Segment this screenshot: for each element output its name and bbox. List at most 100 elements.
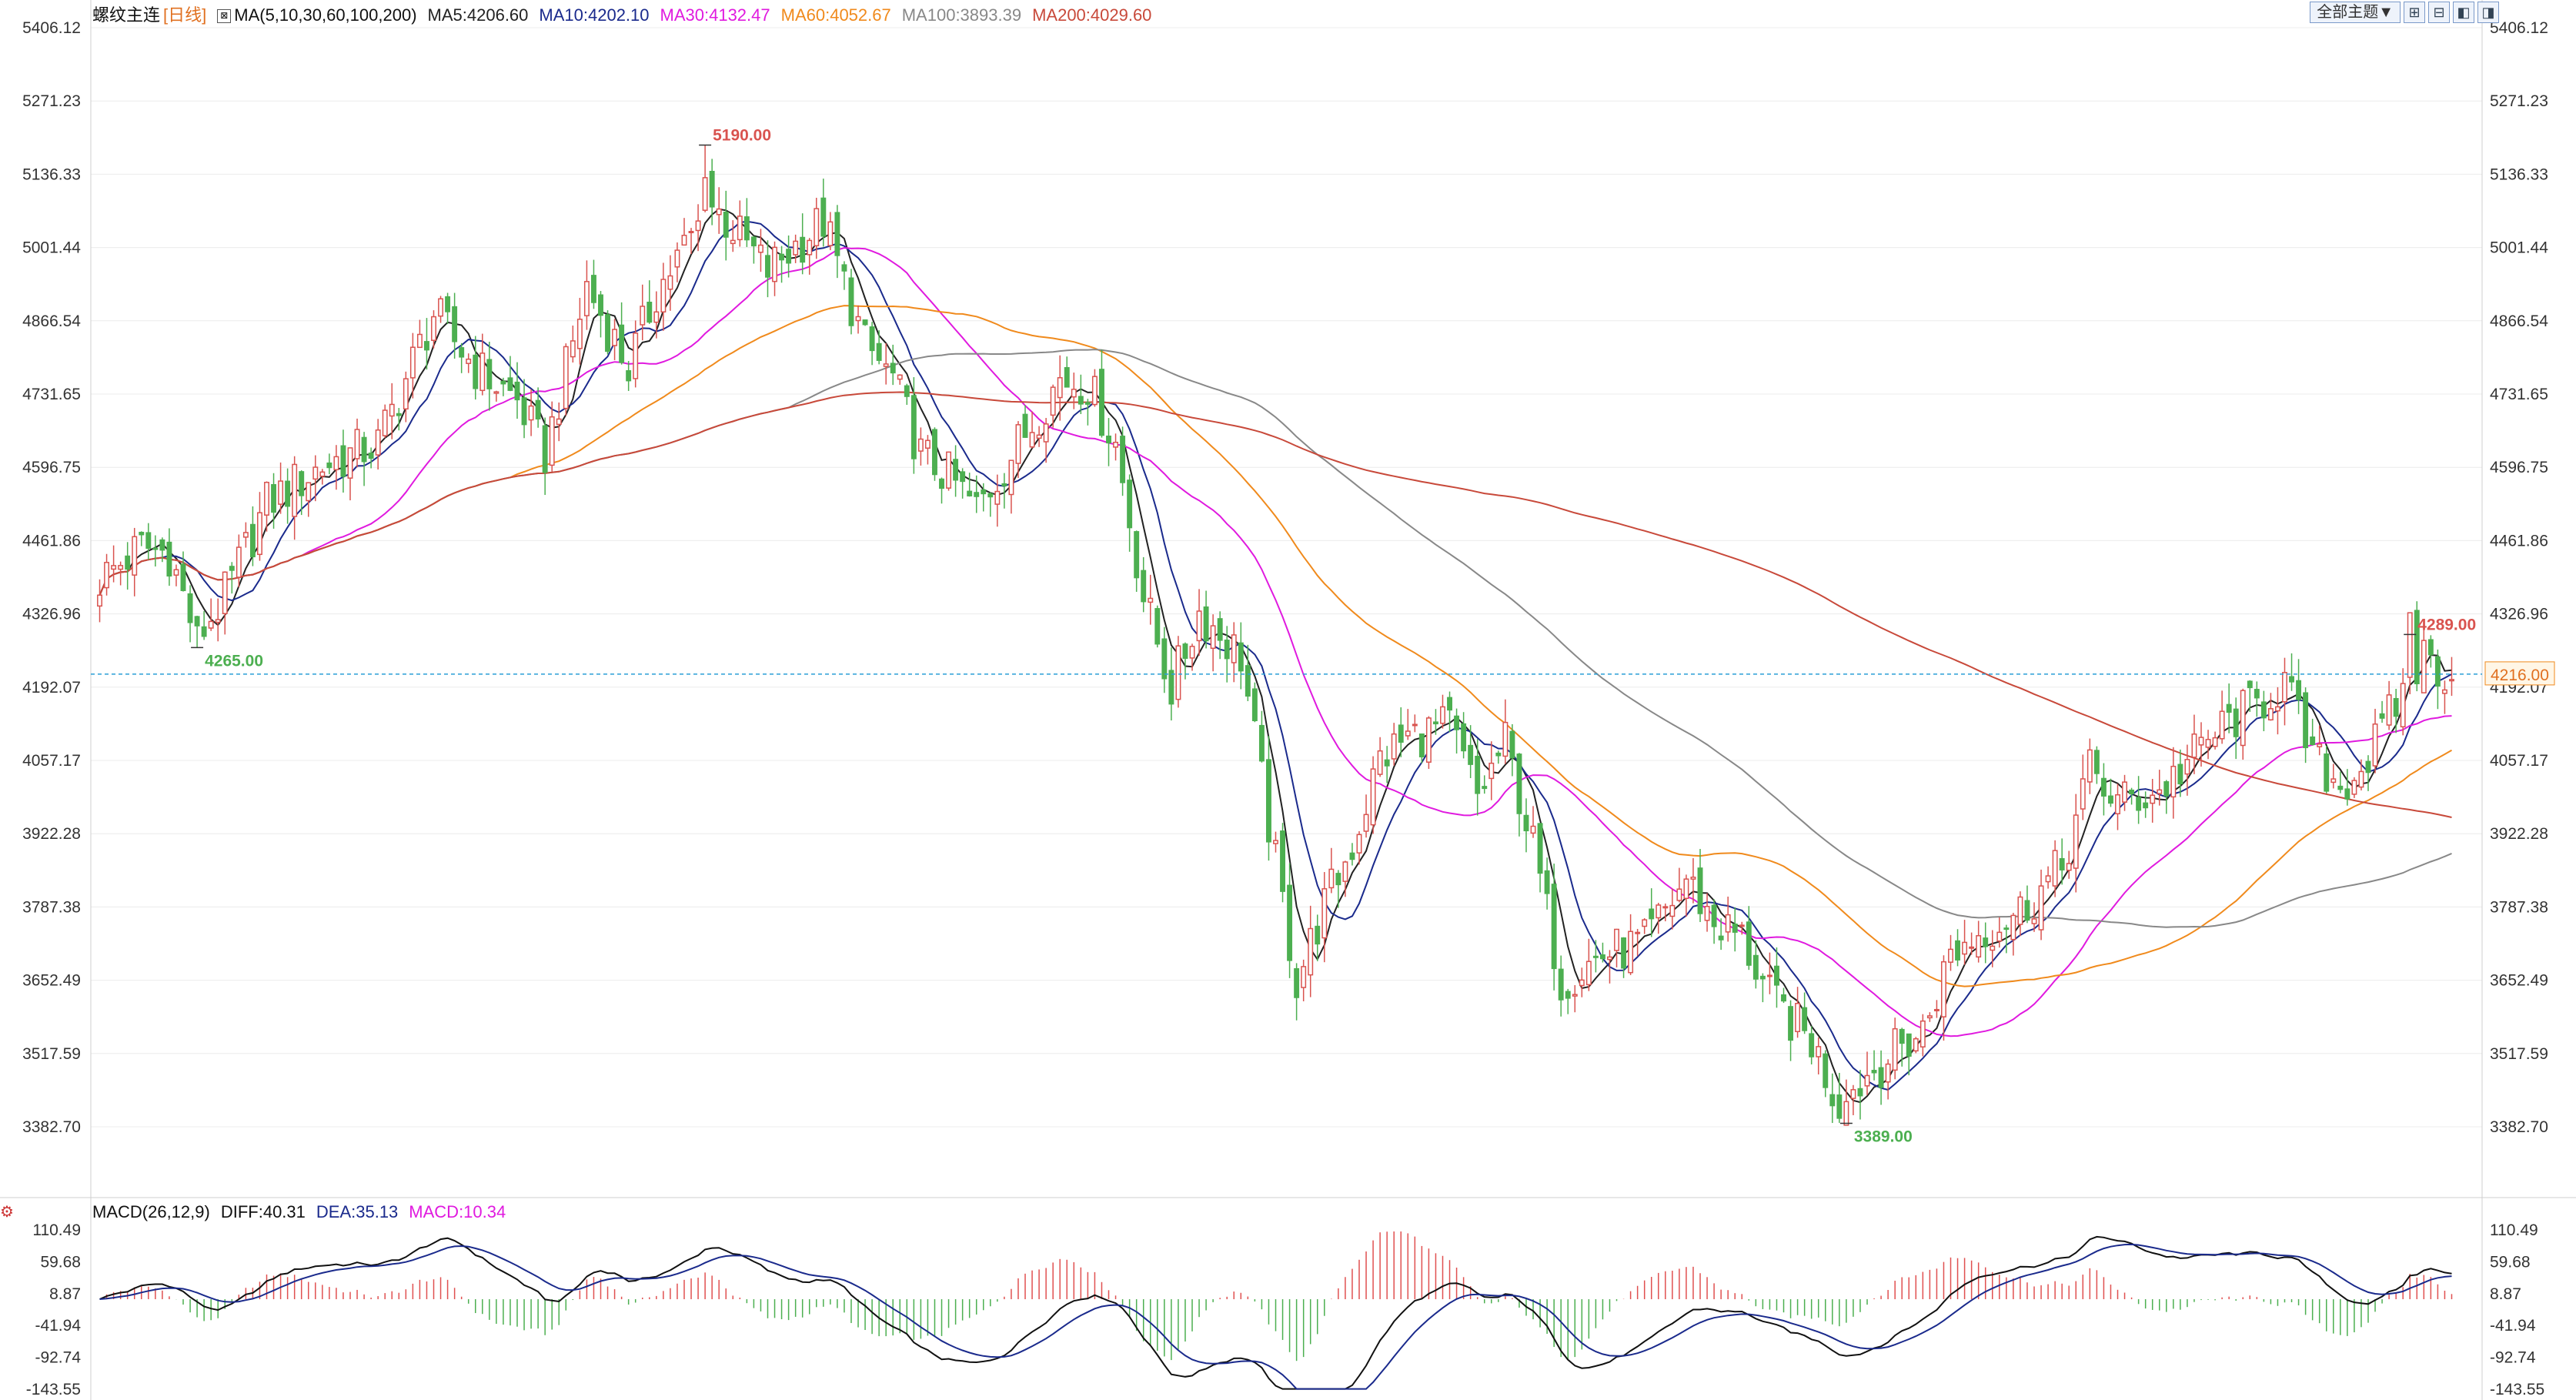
- candle-body: [1432, 721, 1438, 725]
- candle-body: [2226, 703, 2232, 713]
- candle-body: [306, 482, 312, 502]
- candle-body: [1996, 931, 2003, 942]
- candle-body: [1795, 1003, 1801, 1033]
- candle-body: [2303, 692, 2309, 749]
- indicator-settings-icon[interactable]: ⚙: [0, 1204, 14, 1221]
- y-tick-right: 3652.49: [2490, 972, 2548, 990]
- y-tick-left: 4192.07: [22, 679, 81, 697]
- y-tick-left: 3652.49: [22, 972, 81, 990]
- candle-body: [152, 547, 159, 550]
- candle-body: [521, 397, 527, 426]
- candle-body: [960, 471, 966, 483]
- macd-y-tick-right: 110.49: [2490, 1221, 2538, 1239]
- y-tick-left: 4596.75: [22, 459, 81, 476]
- zoom-out-icon[interactable]: ⊟: [2428, 2, 2450, 23]
- candle-body: [1398, 724, 1404, 743]
- macd-diff-value: DIFF:40.31: [220, 1202, 306, 1221]
- candle-body: [723, 212, 729, 238]
- candle-body: [1251, 688, 1258, 721]
- scroll-right-icon[interactable]: ◨: [2477, 2, 2499, 23]
- candle-body: [2289, 676, 2294, 683]
- candle-body: [1857, 1088, 1863, 1097]
- candle-body: [876, 342, 882, 361]
- candle-body: [2205, 739, 2211, 748]
- candle-body: [1864, 1074, 1870, 1087]
- candle-body: [208, 620, 214, 629]
- candle-body: [1091, 376, 1098, 406]
- toolbar: 全部主题▼ ⊞ ⊟ ◧ ◨: [2310, 2, 2499, 23]
- ma-value-4: MA100:3893.39: [901, 5, 1022, 25]
- candle-body: [1120, 436, 1126, 483]
- candle-body: [1258, 724, 1265, 762]
- theme-dropdown-button[interactable]: 全部主题▼: [2310, 2, 2401, 23]
- zoom-in-icon[interactable]: ⊞: [2404, 2, 2425, 23]
- candle-body: [2066, 863, 2072, 871]
- candle-body: [640, 306, 646, 326]
- candle-body: [507, 377, 513, 391]
- candle-body: [626, 369, 632, 382]
- candle-body: [1461, 723, 1467, 752]
- candle-body: [981, 489, 987, 495]
- macd-y-tick-right: 8.87: [2490, 1285, 2521, 1303]
- candle-body: [1238, 642, 1244, 672]
- candle-body: [1454, 715, 1460, 730]
- candle-body: [2260, 701, 2267, 719]
- candle-body: [1447, 697, 1452, 711]
- y-tick-left: 5406.12: [22, 19, 81, 37]
- candle-body: [2191, 733, 2197, 758]
- candle-body: [1029, 432, 1035, 448]
- candle-body: [1099, 369, 1104, 436]
- candle-body: [1829, 1094, 1836, 1107]
- candle-body: [1551, 884, 1557, 970]
- candle-body: [612, 329, 618, 346]
- candle-body: [2296, 680, 2302, 700]
- candle-body: [1308, 927, 1314, 976]
- y-tick-right: 4596.75: [2490, 459, 2548, 476]
- candle-body: [1217, 618, 1223, 641]
- candle-body: [312, 466, 319, 480]
- candle-body: [1321, 888, 1328, 939]
- candle-body: [299, 471, 305, 496]
- candle-body: [2372, 723, 2378, 767]
- candle-body: [1885, 1063, 1891, 1083]
- y-tick-left: 4866.54: [22, 312, 81, 330]
- scroll-left-icon[interactable]: ◧: [2453, 2, 2474, 23]
- candle-body: [1356, 834, 1362, 854]
- y-tick-right: 5136.33: [2490, 165, 2548, 183]
- candle-body: [1154, 608, 1161, 645]
- candle-body: [702, 177, 708, 211]
- candle-body: [737, 216, 743, 241]
- candle-body: [1530, 825, 1536, 834]
- candle-body: [2324, 753, 2330, 792]
- candle-body: [2059, 857, 2065, 870]
- candle-body: [1976, 934, 1982, 958]
- candle-body: [535, 399, 541, 419]
- y-tick-right: 4326.96: [2490, 606, 2548, 623]
- candle-body: [2407, 612, 2413, 678]
- candle-body: [1475, 755, 1481, 794]
- candle-body: [368, 453, 374, 459]
- macd-dea-value: DEA:35.13: [316, 1202, 399, 1221]
- candle-body: [1425, 717, 1432, 763]
- y-tick-left: 3382.70: [22, 1118, 81, 1136]
- candle-body: [1161, 638, 1168, 680]
- y-tick-right: 5406.12: [2490, 19, 2548, 37]
- candle-body: [1585, 961, 1592, 986]
- candle-body: [1579, 979, 1585, 987]
- candle-body: [765, 255, 770, 278]
- macd-params: MACD(26,12,9): [92, 1202, 210, 1221]
- candle-body: [1315, 925, 1321, 945]
- candle-body: [1843, 1101, 1849, 1126]
- candle-body: [493, 391, 499, 394]
- candle-body: [2073, 814, 2079, 869]
- candle-body: [598, 294, 603, 316]
- candle-body: [1196, 610, 1202, 642]
- candle-body: [180, 563, 186, 591]
- candle-body: [2351, 780, 2357, 795]
- candle-body: [319, 471, 326, 477]
- candle-body: [118, 565, 124, 570]
- candle-body: [807, 239, 813, 256]
- candle-body: [1440, 706, 1445, 724]
- candle-body: [1676, 888, 1682, 901]
